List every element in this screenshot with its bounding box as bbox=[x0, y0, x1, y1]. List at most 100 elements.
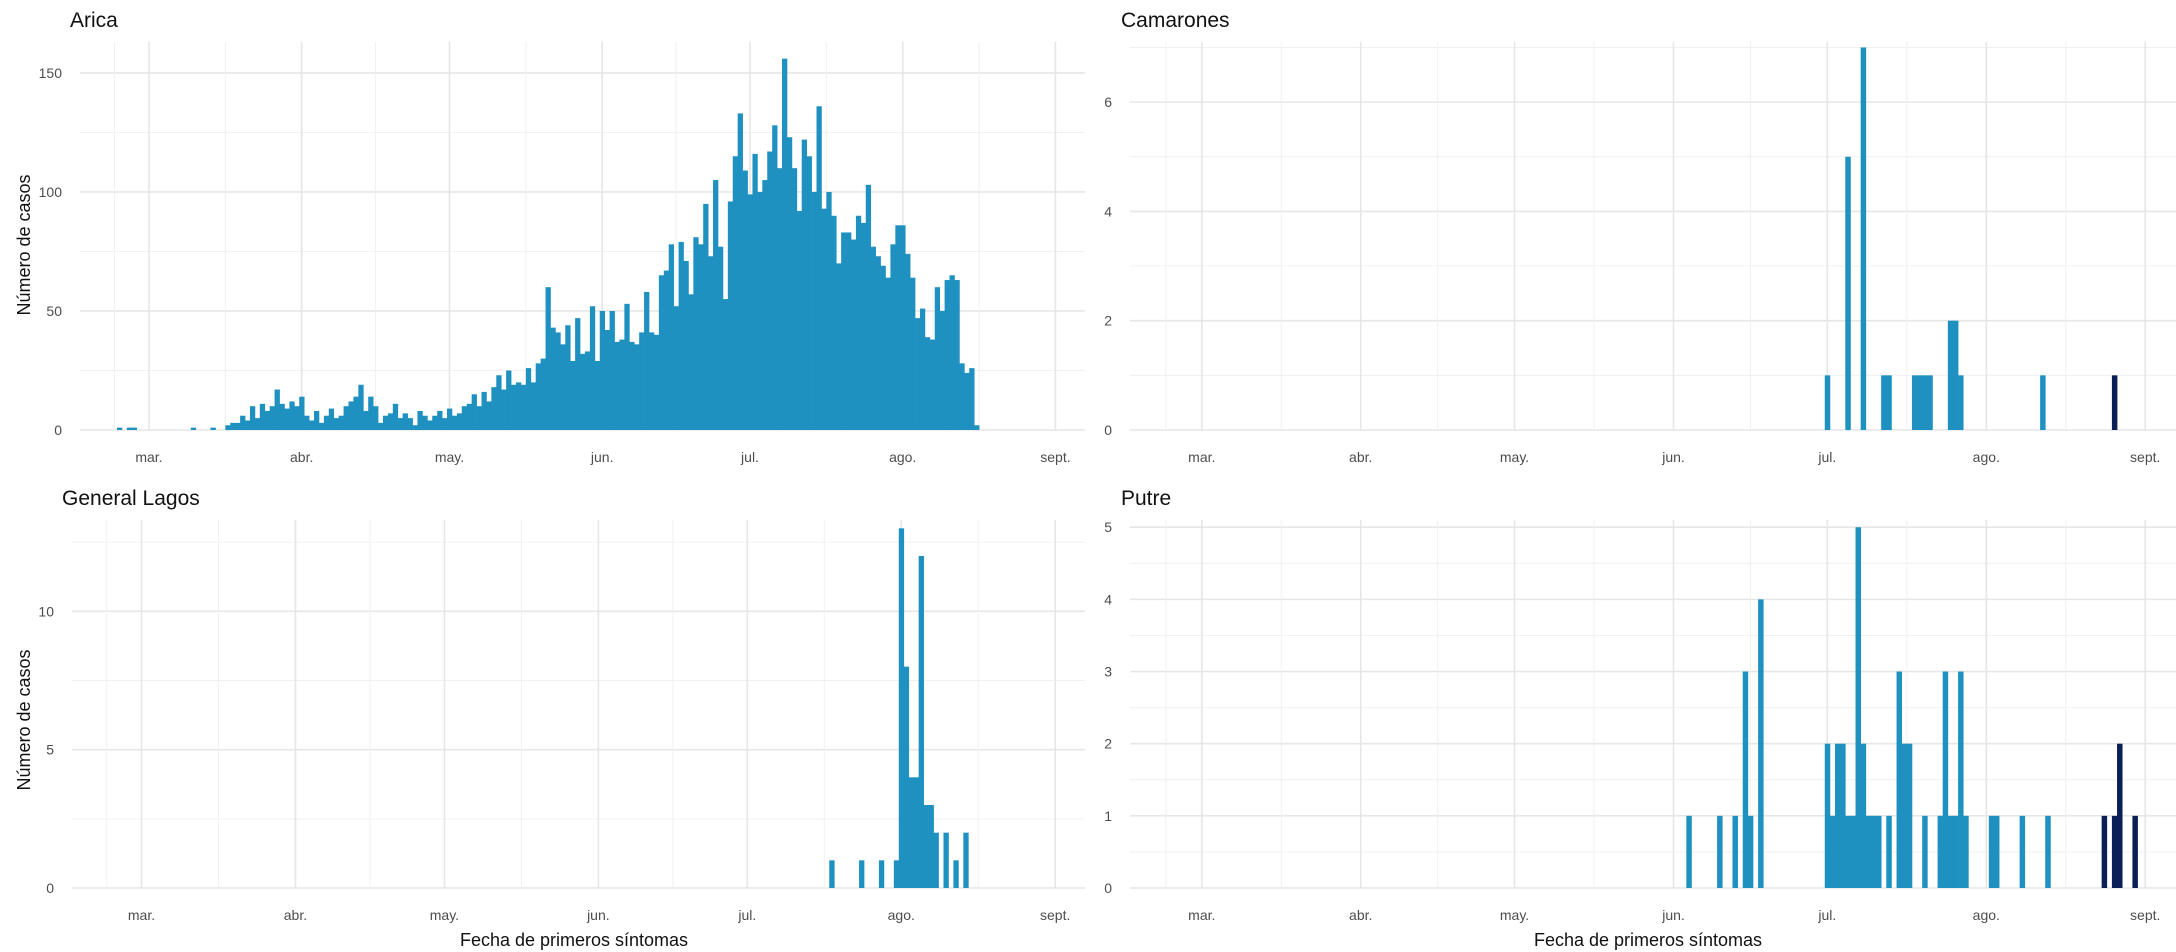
bar bbox=[1911, 375, 1918, 430]
bar bbox=[309, 420, 315, 430]
bar bbox=[880, 265, 886, 430]
bar bbox=[629, 341, 635, 430]
bar bbox=[722, 299, 729, 430]
bar bbox=[249, 406, 256, 430]
panel-arica: Arica 0 50 100 150 mar. abr. may. jun. jul. ago.… bbox=[39, 9, 1085, 465]
bar bbox=[264, 410, 271, 430]
bar bbox=[535, 363, 541, 430]
bar bbox=[619, 339, 625, 430]
bar bbox=[230, 422, 236, 430]
bar bbox=[466, 403, 473, 430]
bar bbox=[944, 280, 950, 430]
bar bbox=[634, 344, 640, 430]
bar bbox=[1742, 671, 1749, 888]
bar bbox=[289, 401, 295, 430]
bar bbox=[604, 330, 610, 430]
bar bbox=[560, 344, 566, 430]
panel-camarones: Camarones 0 2 4 6 mar. abr. may. jun. jul. ago. s… bbox=[1104, 9, 2176, 465]
bar bbox=[299, 396, 305, 430]
bar bbox=[1993, 815, 2000, 888]
bar bbox=[382, 415, 389, 430]
y-tick-labels: 0 5 10 bbox=[38, 603, 54, 896]
bar bbox=[422, 415, 428, 430]
bar bbox=[131, 427, 138, 430]
y-tick-label: 0 bbox=[1104, 422, 1112, 438]
bar bbox=[333, 418, 339, 430]
bar bbox=[782, 58, 788, 430]
bar bbox=[589, 306, 596, 430]
bar bbox=[693, 237, 699, 430]
bar bbox=[407, 418, 413, 430]
bar bbox=[1927, 375, 1933, 430]
bar bbox=[1922, 375, 1928, 430]
bar bbox=[908, 777, 915, 888]
x-tick-label: jul. bbox=[740, 449, 759, 465]
bar bbox=[1901, 743, 1908, 888]
bar bbox=[235, 422, 241, 430]
bar bbox=[742, 170, 748, 431]
bar bbox=[1758, 599, 1764, 888]
bar bbox=[826, 191, 832, 430]
bar bbox=[929, 339, 936, 430]
bar bbox=[954, 280, 960, 430]
bar bbox=[1952, 320, 1959, 430]
bars-general-lagos bbox=[829, 528, 969, 888]
bar bbox=[338, 415, 344, 430]
bar bbox=[791, 168, 798, 430]
bar bbox=[1917, 375, 1923, 430]
bar bbox=[1835, 743, 1841, 888]
x-tick-labels: mar. abr. may. jun. jul. ago. sept. bbox=[1188, 907, 2160, 923]
x-tick-labels: mar. abr. may. jun. jul. ago. sept. bbox=[1188, 449, 2160, 465]
x-tick-label: mar. bbox=[1188, 907, 1215, 923]
y-tick-label: 150 bbox=[39, 65, 63, 81]
bar bbox=[348, 401, 354, 430]
bar bbox=[343, 406, 349, 430]
x-tick-label: sept. bbox=[2130, 449, 2160, 465]
bar bbox=[461, 406, 468, 430]
x-tick-label: jul. bbox=[1817, 907, 1836, 923]
bar bbox=[727, 201, 734, 430]
bar bbox=[323, 415, 330, 430]
y-axis-title-bottom: Número de casos bbox=[14, 649, 34, 790]
bar bbox=[943, 832, 949, 888]
x-tick-labels: mar. abr. may. jun. jul. ago. sept. bbox=[135, 449, 1070, 465]
bar bbox=[363, 410, 369, 430]
bar bbox=[717, 246, 724, 430]
bar bbox=[678, 241, 684, 430]
bar bbox=[688, 294, 694, 430]
bar bbox=[515, 382, 522, 430]
bar bbox=[274, 389, 280, 430]
bar bbox=[752, 153, 758, 430]
bar bbox=[254, 418, 261, 430]
bar bbox=[550, 327, 556, 430]
bar bbox=[279, 403, 285, 430]
bar bbox=[903, 666, 910, 888]
bar bbox=[2132, 815, 2138, 888]
x-tick-label: mar. bbox=[1188, 449, 1215, 465]
bar bbox=[471, 394, 477, 430]
bar bbox=[969, 368, 975, 430]
bar bbox=[900, 225, 906, 430]
y-tick-label: 4 bbox=[1104, 591, 1112, 607]
bar bbox=[378, 422, 384, 430]
bar bbox=[811, 191, 817, 430]
bar bbox=[747, 194, 753, 430]
bar bbox=[190, 427, 197, 430]
bar bbox=[855, 215, 862, 430]
y-tick-labels: 0 1 2 3 4 5 bbox=[1104, 519, 1112, 896]
gridlines bbox=[1130, 42, 2176, 431]
bar bbox=[974, 425, 980, 430]
bar bbox=[486, 401, 492, 430]
bar bbox=[304, 415, 310, 430]
bar bbox=[859, 860, 865, 888]
bar bbox=[437, 410, 443, 430]
panel-title-camarones: Camarones bbox=[1121, 9, 1230, 32]
y-tick-label: 5 bbox=[46, 742, 54, 758]
bar bbox=[1824, 375, 1831, 430]
bar bbox=[885, 277, 891, 430]
bar bbox=[923, 804, 929, 888]
x-axis-title-left: Fecha de primeros síntomas bbox=[460, 930, 688, 950]
bar bbox=[2111, 815, 2118, 888]
bar bbox=[1886, 815, 1892, 888]
bar bbox=[649, 332, 655, 430]
